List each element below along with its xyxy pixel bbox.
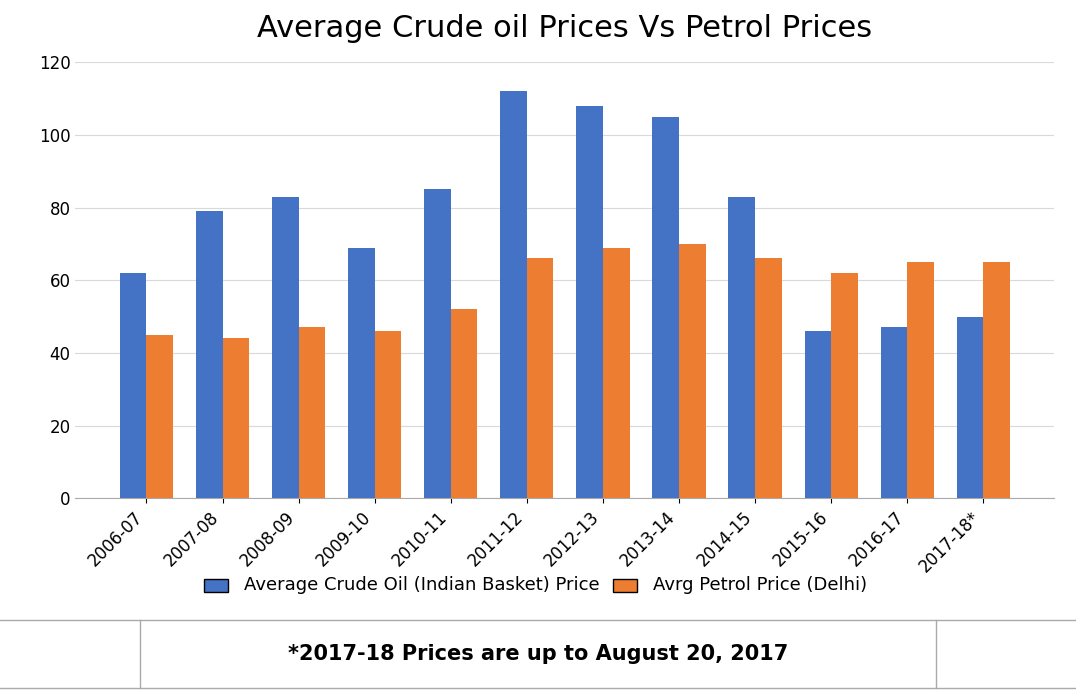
Bar: [146, 335, 173, 498]
Bar: [679, 244, 706, 498]
FancyBboxPatch shape: [204, 579, 228, 592]
Bar: [728, 197, 755, 498]
Bar: [755, 259, 782, 498]
Bar: [223, 338, 250, 498]
Bar: [299, 327, 325, 498]
Bar: [957, 316, 983, 498]
Bar: [805, 331, 831, 498]
Bar: [500, 91, 527, 498]
Bar: [527, 259, 553, 498]
Bar: [831, 273, 858, 498]
Bar: [374, 331, 401, 498]
Bar: [451, 309, 478, 498]
Bar: [603, 248, 629, 498]
Bar: [577, 106, 603, 498]
Bar: [272, 197, 299, 498]
Bar: [983, 262, 1010, 498]
Bar: [424, 190, 451, 498]
Bar: [907, 262, 934, 498]
Text: Average Crude Oil (Indian Basket) Price: Average Crude Oil (Indian Basket) Price: [244, 576, 600, 594]
Text: Avrg Petrol Price (Delhi): Avrg Petrol Price (Delhi): [653, 576, 867, 594]
Bar: [880, 327, 907, 498]
Text: *2017-18 Prices are up to August 20, 2017: *2017-18 Prices are up to August 20, 201…: [288, 644, 788, 664]
Title: Average Crude oil Prices Vs Petrol Prices: Average Crude oil Prices Vs Petrol Price…: [257, 15, 873, 44]
Bar: [196, 211, 223, 498]
FancyBboxPatch shape: [613, 579, 637, 592]
Bar: [348, 248, 374, 498]
Bar: [652, 117, 679, 498]
Bar: [119, 273, 146, 498]
